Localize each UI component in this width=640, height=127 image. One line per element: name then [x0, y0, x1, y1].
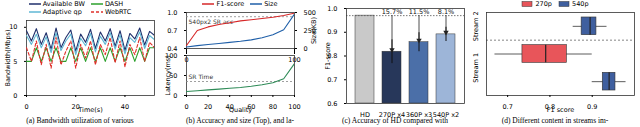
- svg-text:1.0: 1.0: [327, 5, 337, 13]
- svg-text:Size(KB): Size(KB): [310, 17, 318, 44]
- svg-text:100: 100: [288, 103, 300, 111]
- svg-text:0.6: 0.6: [327, 100, 337, 108]
- svg-text:0.9: 0.9: [327, 28, 337, 36]
- svg-text:80: 80: [269, 103, 277, 111]
- svg-text:0: 0: [304, 45, 308, 53]
- svg-text:0: 0: [173, 92, 177, 100]
- svg-text:F1 score: F1 score: [547, 106, 574, 114]
- svg-text:Stream 1: Stream 1: [472, 53, 480, 83]
- svg-text:500: 500: [304, 9, 316, 17]
- svg-text:Bandwidth(Mbps): Bandwidth(Mbps): [4, 30, 12, 87]
- svg-text:15.7%: 15.7%: [382, 8, 403, 16]
- svg-text:Stream 2: Stream 2: [472, 11, 480, 41]
- svg-text:20: 20: [204, 103, 212, 111]
- svg-text:40: 40: [121, 103, 129, 111]
- svg-text:0: 0: [184, 103, 188, 111]
- svg-text:Latency(ms): Latency(ms): [164, 55, 172, 95]
- svg-text:0: 0: [24, 103, 28, 111]
- svg-text:0.7: 0.7: [327, 76, 337, 84]
- svg-text:0.9: 0.9: [587, 103, 597, 111]
- svg-text:540px2 SR acc: 540px2 SR acc: [189, 18, 234, 26]
- svg-text:Time(s): Time(s): [77, 106, 102, 114]
- svg-text:0.7: 0.7: [502, 103, 512, 111]
- svg-text:0.7: 0.7: [167, 27, 177, 35]
- svg-text:SR Time: SR Time: [189, 73, 214, 80]
- svg-text:Quality: Quality: [229, 106, 252, 114]
- svg-text:5: 5: [13, 57, 17, 65]
- svg-text:8.1%: 8.1%: [438, 8, 455, 16]
- svg-text:11.5%: 11.5%: [409, 8, 430, 16]
- svg-text:0: 0: [13, 92, 17, 100]
- svg-text:F1-score: F1-score: [324, 42, 332, 70]
- svg-text:1.0: 1.0: [167, 9, 177, 17]
